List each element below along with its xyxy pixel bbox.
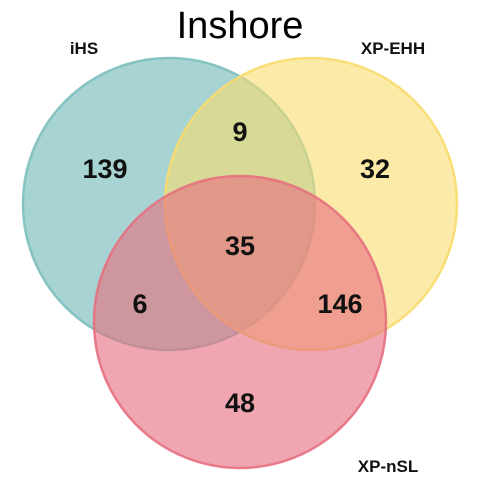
count-xpehh-only: 32 <box>360 154 390 184</box>
count-ihs-xpehh: 9 <box>232 117 247 147</box>
set-label-xpnsl: XP-nSL <box>358 457 418 476</box>
set-label-xpehh: XP-EHH <box>361 39 425 58</box>
count-ihs-xpnsl: 6 <box>132 289 147 319</box>
set-label-ihs: iHS <box>70 39 98 58</box>
count-xpnsl-only: 48 <box>225 388 255 418</box>
xpnsl-circle <box>92 174 388 470</box>
diagram-title: Inshore <box>177 5 304 47</box>
count-ihs-only: 139 <box>82 154 127 184</box>
count-all-three: 35 <box>225 231 255 261</box>
count-xpehh-xpnsl: 146 <box>317 289 362 319</box>
